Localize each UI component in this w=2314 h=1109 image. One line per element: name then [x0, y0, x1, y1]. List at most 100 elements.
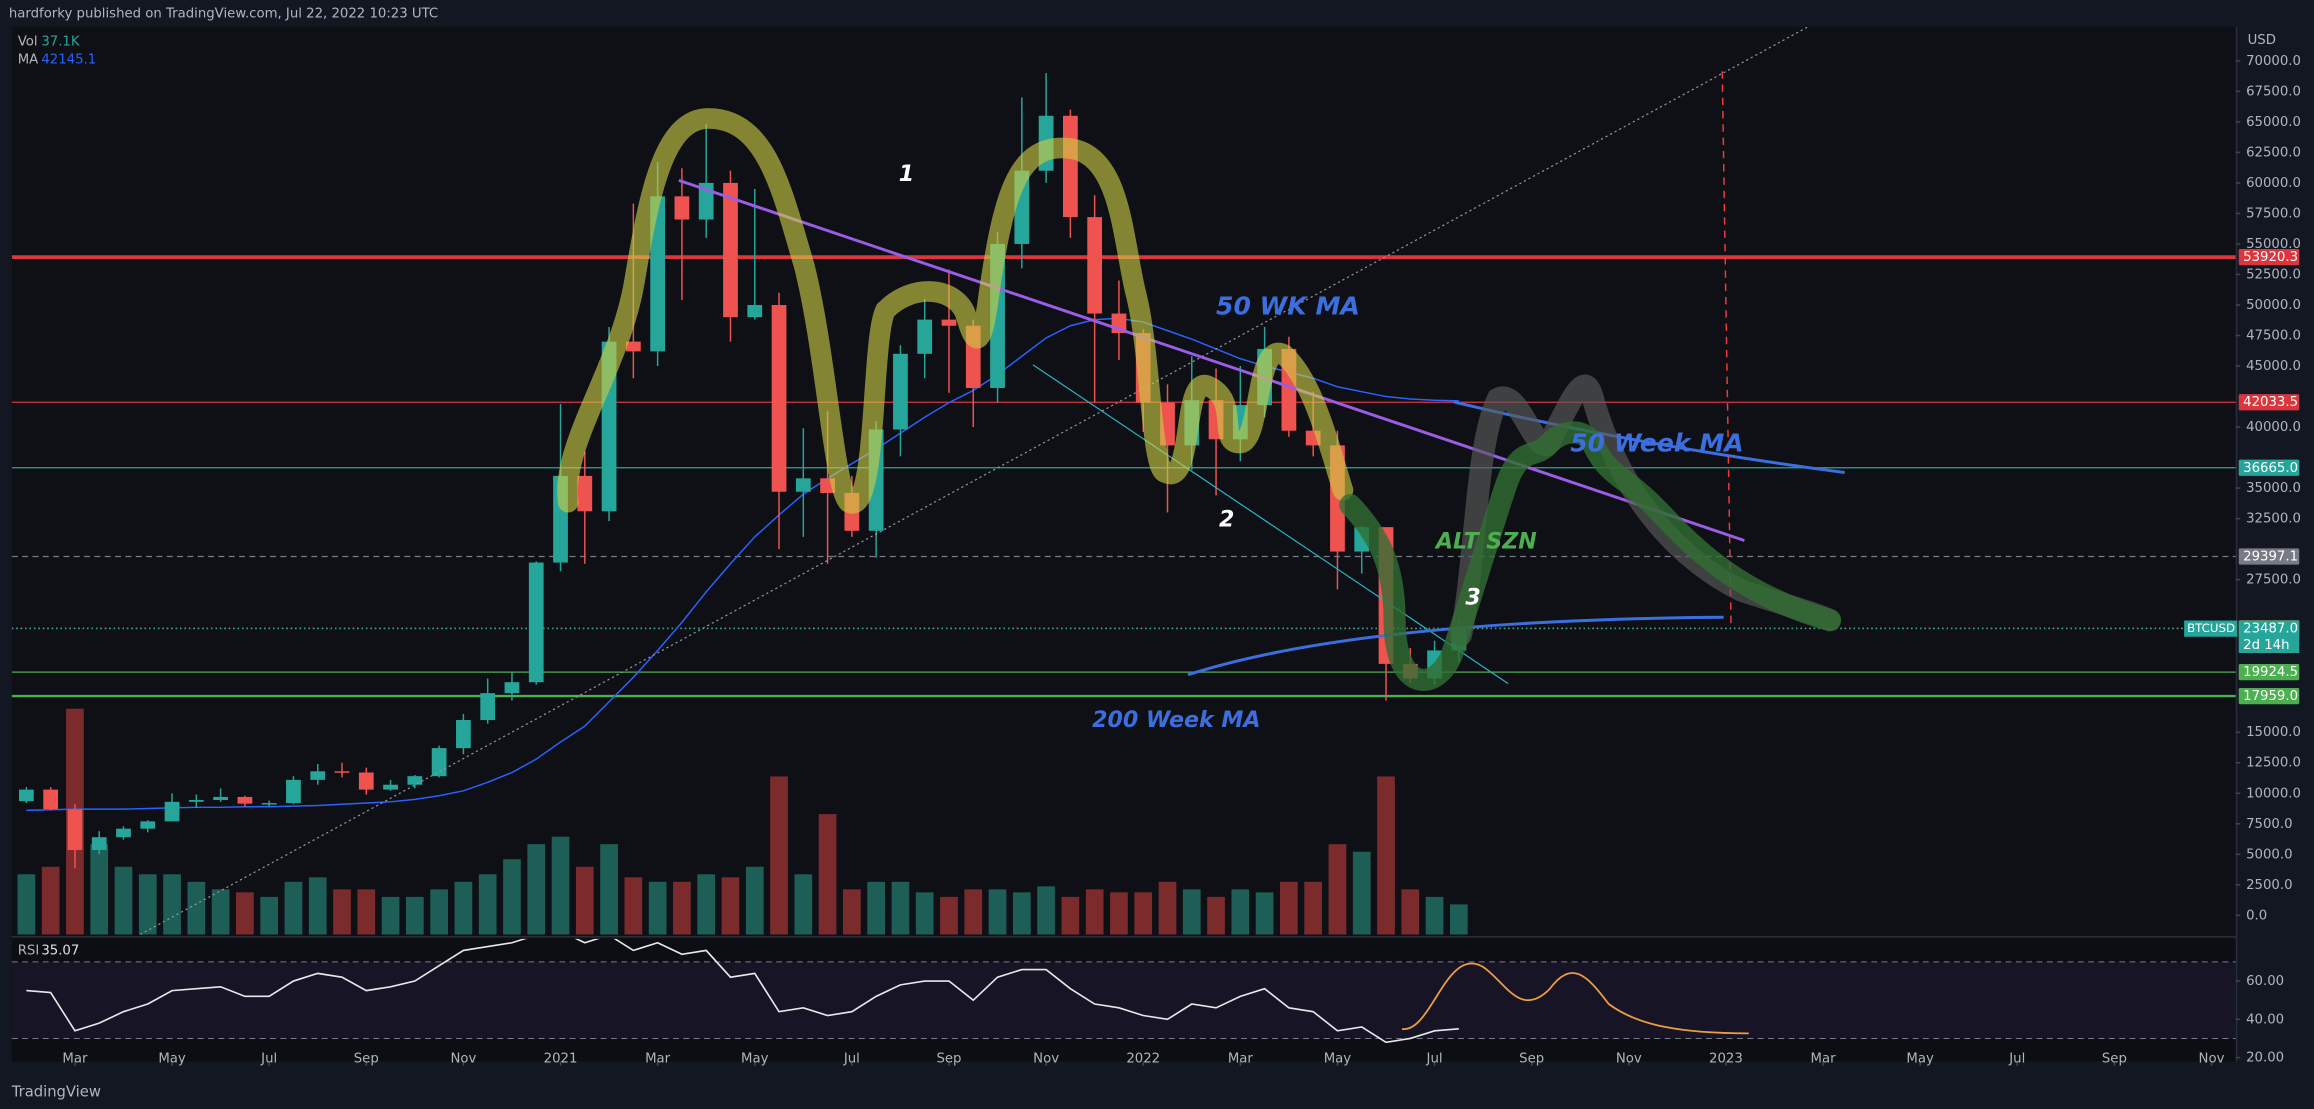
candle-body [674, 196, 690, 220]
volume-bar [236, 892, 254, 935]
y-tick-label: 57500.0 [2246, 206, 2301, 221]
volume-bar [745, 866, 764, 935]
footer: TradingView [11, 1083, 101, 1100]
volume-bar [1449, 904, 1468, 935]
candle-body [407, 776, 423, 785]
volume-bar [1134, 892, 1153, 935]
annotation: 1 [899, 161, 914, 187]
pattern-highlight [557, 108, 1354, 514]
volume-bar [1012, 892, 1031, 935]
rsi-tick-label: 60.00 [2246, 974, 2284, 989]
ma-name: MA [18, 52, 39, 67]
level-label: 29397.1 [2243, 549, 2298, 564]
volume-bar [721, 877, 740, 935]
x-tick-label: Nov [2199, 1051, 2225, 1066]
volume-bar [624, 877, 643, 935]
y-tick-label: 67500.0 [2246, 84, 2301, 99]
volume-bar [211, 889, 230, 935]
candle-body [140, 821, 156, 829]
volume-bar [818, 814, 837, 935]
volume-bar [17, 874, 36, 935]
volume-bar [405, 896, 424, 935]
rsi-line [26, 938, 1459, 1044]
volume-bar [41, 866, 60, 935]
x-tick-label: Nov [1616, 1051, 1642, 1066]
candle-body [164, 801, 180, 822]
last-label: 23487.0 [2243, 622, 2298, 637]
trend-line [678, 178, 1745, 542]
x-tick-label: Nov [1033, 1051, 1059, 1066]
candle-body [286, 779, 301, 804]
rsi-projection [1401, 962, 1749, 1035]
x-tick-label: Nov [450, 1051, 476, 1066]
candle-body [261, 803, 277, 805]
y-tick-label: 70000.0 [2246, 54, 2301, 69]
rsi-band [11, 961, 2236, 1039]
volume-bar [478, 874, 497, 935]
candle-body [795, 478, 811, 492]
volume-bar [1352, 851, 1371, 935]
candle-body [91, 837, 107, 851]
volume-bar [527, 844, 546, 935]
volume-bar [648, 881, 667, 935]
y-tick-label: 45000.0 [2246, 359, 2301, 374]
candle-body [456, 720, 471, 749]
annotation: 50 WK MA [1216, 291, 1360, 320]
candle-body [650, 196, 666, 352]
volume-bar [1304, 881, 1323, 935]
y-tick-label: 40000.0 [2246, 420, 2301, 435]
ma-value: 42145.1 [41, 52, 96, 67]
candle-body [383, 784, 398, 790]
publisher: hardforky published on TradingView.com, … [9, 7, 438, 22]
level-box [2238, 459, 2300, 476]
rsi-pane [11, 938, 2236, 1062]
level-label: 36665.0 [2243, 461, 2298, 476]
symbol-label: BTCUSD [2187, 621, 2235, 635]
last-box [2238, 620, 2300, 653]
rsi-tick-label: 40.00 [2246, 1012, 2284, 1027]
volume-bar [600, 844, 618, 935]
y-tick-label: 27500.0 [2246, 573, 2301, 588]
y-tick-label: 47500.0 [2246, 329, 2301, 344]
candle-body [771, 304, 787, 492]
x-tick-label: Mar [1228, 1051, 1254, 1066]
x-tick-label: Mar [62, 1051, 88, 1066]
level-box [2238, 394, 2300, 411]
y-tick-label: 50000.0 [2246, 298, 2301, 313]
volume-bar [1110, 892, 1128, 935]
level-label: 42033.5 [2243, 395, 2298, 410]
vol-value: 37.1K [41, 35, 80, 50]
x-tick-label: 2021 [544, 1051, 578, 1066]
level-box [2238, 548, 2300, 565]
volume-bar [551, 836, 570, 935]
y-tick-label: 12500.0 [2246, 756, 2301, 771]
volume-bar [915, 892, 934, 935]
volume-bar [503, 859, 521, 935]
x-tick-label: 2022 [1126, 1051, 1160, 1066]
x-tick-label: 2023 [1709, 1051, 1743, 1066]
candle-body [480, 693, 496, 721]
annotation: 50 Week MA [1570, 429, 1743, 458]
candle-body [188, 799, 204, 802]
volume-bar [891, 881, 910, 935]
level-label: 17959.0 [2243, 689, 2298, 704]
annotation: 2 [1219, 506, 1234, 532]
level-box [2238, 664, 2300, 681]
volume-bar [284, 881, 303, 935]
volume-bar [867, 881, 886, 935]
y-tick-label: 5000.0 [2246, 847, 2292, 862]
x-tick-label: Jul [1426, 1051, 1443, 1066]
volume-bar [260, 896, 279, 935]
y-tick-label: 62500.0 [2246, 145, 2301, 160]
rsi-tick-label: 20.00 [2246, 1051, 2284, 1066]
y-tick-label: 60000.0 [2246, 176, 2301, 191]
candle-body [213, 796, 228, 800]
y-tick-label: 65000.0 [2246, 115, 2301, 130]
candle-body [334, 771, 350, 773]
x-tick-label: Mar [1811, 1051, 1837, 1066]
ma200-line [1187, 615, 1724, 677]
y-tick-label: 7500.0 [2246, 817, 2292, 832]
volume-bar [673, 881, 691, 935]
